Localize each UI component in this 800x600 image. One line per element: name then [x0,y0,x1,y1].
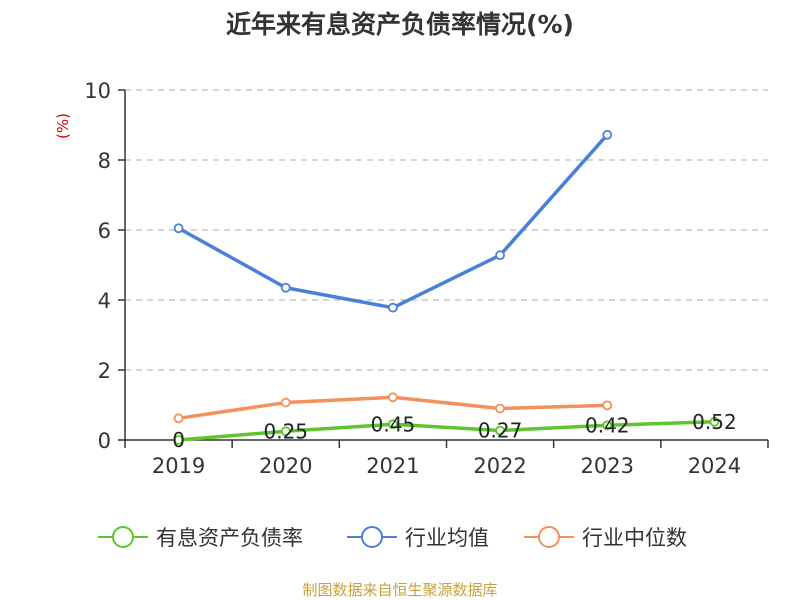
data-point[interactable] [495,425,505,436]
y-tick-label: 10 [84,79,111,103]
chart-title: 近年来有息资产负债率情况(%) [226,10,574,39]
series-line [177,133,609,310]
data-label: 0 [172,428,185,452]
x-tick-label: 2022 [473,454,526,478]
data-point[interactable] [173,413,184,424]
y-tick-label: 2 [98,359,111,383]
data-label: 0.52 [692,410,737,434]
data-point[interactable] [602,420,613,431]
legend-item[interactable]: 行业中位数 [524,526,687,550]
legend-item[interactable]: 有息资产负债率 [98,526,303,550]
data-label: 0.42 [585,413,630,437]
y-axis-label: (%) [54,113,72,139]
data-point[interactable] [709,416,720,427]
axes: 0 2 4 6 8 10 2019 2020 2021 2022 2023 2024 [84,79,769,478]
data-label: 0.27 [478,419,523,443]
grid [125,89,768,371]
x-tick-label: 2019 [152,454,205,478]
data-point[interactable] [495,250,505,261]
x-tick-label: 2023 [581,454,634,478]
legend-marker [112,526,134,548]
data-point[interactable] [602,129,613,140]
legend-label: 有息资产负债率 [156,526,303,550]
data-point[interactable] [173,223,184,234]
legend-item[interactable]: 行业均值 [347,526,489,550]
data-point[interactable] [388,302,398,313]
legend-label: 行业中位数 [582,526,687,550]
data-point[interactable] [173,435,184,445]
x-tick-label: 2020 [259,454,312,478]
series-layer [173,129,720,445]
data-point[interactable] [495,403,505,414]
data-point[interactable] [280,397,291,408]
legend-marker [538,526,560,548]
legend-label: 行业均值 [405,526,489,550]
data-point[interactable] [280,426,291,437]
data-point[interactable] [388,419,398,430]
source-note: 制图数据来自恒生聚源数据库 [302,581,497,599]
data-point[interactable] [280,282,291,293]
x-tick-label: 2024 [688,454,741,478]
y-tick-label: 6 [98,219,111,243]
series-0 [173,416,720,445]
data-point[interactable] [602,400,613,411]
data-label: 0.45 [371,412,416,436]
legend[interactable]: 有息资产负债率 行业均值 行业中位数 [98,526,687,550]
y-tick-label: 4 [98,289,111,313]
data-point[interactable] [388,392,398,403]
data-labels: 0 0.25 0.45 0.27 0.42 0.52 [172,410,736,452]
data-label: 0.25 [263,419,308,443]
y-tick-label: 8 [98,149,111,173]
series-2 [173,392,613,424]
x-tick-label: 2021 [366,454,419,478]
legend-marker [361,526,383,548]
series-1 [173,129,613,313]
series-line [178,420,715,442]
y-tick-label: 0 [98,429,111,453]
